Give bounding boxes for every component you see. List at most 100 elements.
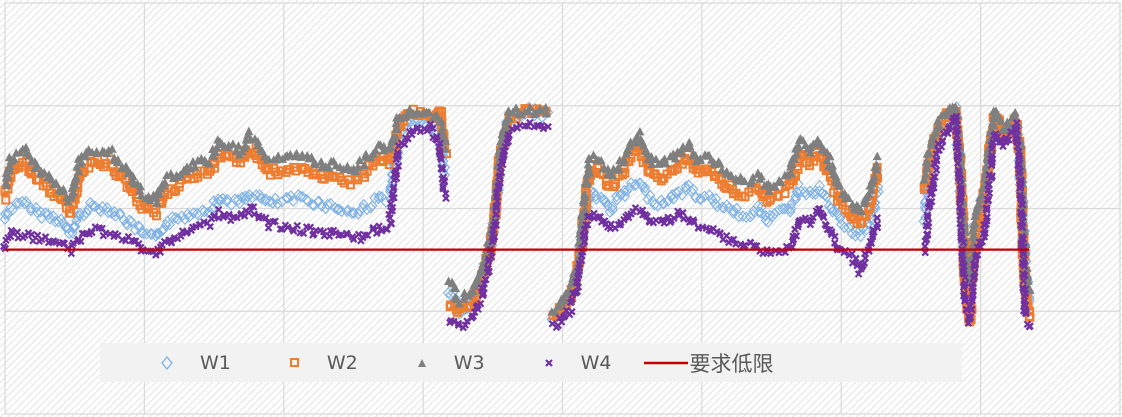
w4-point xyxy=(867,239,876,248)
w4-point xyxy=(580,237,589,246)
w3-point xyxy=(993,111,1003,120)
legend: W1 W2 W3 W4 要求低限 xyxy=(100,343,962,382)
w2-point xyxy=(169,187,179,197)
w1-point xyxy=(415,116,426,129)
w1-point xyxy=(50,215,61,228)
w4-point xyxy=(960,297,969,305)
w4-point xyxy=(504,131,513,139)
w4-point xyxy=(931,173,939,181)
w1-point xyxy=(728,204,739,217)
w4-point xyxy=(293,221,302,230)
w1-point xyxy=(868,204,879,216)
w4-point xyxy=(408,126,417,135)
w4-point xyxy=(959,283,968,292)
w4-point xyxy=(955,202,964,211)
w3-point xyxy=(740,176,750,186)
w3-point xyxy=(844,193,854,202)
w3-point xyxy=(691,151,701,160)
w1-point xyxy=(25,202,37,214)
w1-point xyxy=(630,178,642,191)
w1-point xyxy=(795,185,807,198)
w4-point xyxy=(77,237,85,246)
w4-point xyxy=(491,218,500,226)
w4-point xyxy=(394,162,403,170)
w4-point xyxy=(970,274,978,282)
w3-point xyxy=(715,159,725,168)
w3-point xyxy=(776,177,786,187)
w3-point xyxy=(128,171,138,181)
w2-point xyxy=(345,180,355,190)
w4-point xyxy=(481,275,490,284)
w3-point xyxy=(951,102,961,112)
w1-point xyxy=(282,192,294,204)
w3-point xyxy=(791,149,801,158)
w4-point xyxy=(214,205,223,214)
w4-point xyxy=(980,226,989,234)
w1-point xyxy=(694,193,706,205)
w4-point xyxy=(819,213,828,222)
w3-point xyxy=(355,155,365,165)
data-markers xyxy=(0,101,1035,332)
w4-point xyxy=(926,190,935,199)
w4-point xyxy=(568,307,576,316)
w3-point xyxy=(787,159,797,168)
w1-point xyxy=(179,213,191,225)
w4-point xyxy=(815,204,824,213)
w1-point xyxy=(48,210,59,222)
w1-point xyxy=(78,209,90,222)
w1-point xyxy=(322,198,333,211)
w1-point xyxy=(745,210,756,223)
w4-point xyxy=(369,223,378,232)
w4-point xyxy=(955,195,964,203)
legend-label: W3 xyxy=(453,351,485,374)
w4-point xyxy=(490,233,499,241)
w4-point xyxy=(1016,167,1024,175)
w4-point xyxy=(945,122,954,131)
w3-point xyxy=(451,283,461,293)
w3-point xyxy=(748,172,758,182)
w1-point xyxy=(55,213,67,226)
w4-point xyxy=(924,219,933,227)
w1-point xyxy=(69,220,81,233)
w3-point xyxy=(582,177,592,186)
w3-point xyxy=(253,137,263,146)
w3-point xyxy=(154,189,164,199)
w1-point xyxy=(137,227,149,239)
w1-point xyxy=(287,195,299,207)
w4-point xyxy=(957,190,966,198)
w3-point xyxy=(831,171,841,181)
w3-point xyxy=(437,122,447,132)
w4-point xyxy=(660,219,669,227)
w3-point xyxy=(175,170,185,179)
w1-point xyxy=(20,195,32,208)
legend-label: W2 xyxy=(326,351,358,374)
w1-point xyxy=(644,189,656,202)
w4-point xyxy=(575,271,583,279)
w4-point xyxy=(1022,309,1030,318)
w4-point xyxy=(289,227,298,235)
w3-point xyxy=(870,171,880,181)
w3-point xyxy=(647,159,657,168)
w3-point xyxy=(677,148,687,157)
w1-point xyxy=(695,193,707,205)
w4-point xyxy=(508,125,516,133)
w4-point xyxy=(1018,201,1027,209)
w1-point xyxy=(89,200,100,213)
w3-point xyxy=(474,278,484,288)
w1-point xyxy=(58,217,69,229)
w3-point xyxy=(212,142,222,152)
w4-point xyxy=(29,236,37,245)
w1-point xyxy=(764,209,776,222)
w1-point xyxy=(590,190,602,202)
w4-point xyxy=(830,239,839,247)
w3-point xyxy=(856,206,866,216)
w3-point xyxy=(928,140,938,150)
w3-point xyxy=(107,144,117,153)
w3-point xyxy=(324,163,334,172)
w1-point xyxy=(839,221,850,234)
w3-point xyxy=(39,167,49,177)
w3-point xyxy=(970,219,980,228)
w3-point xyxy=(359,160,369,170)
w4-point xyxy=(439,184,447,193)
